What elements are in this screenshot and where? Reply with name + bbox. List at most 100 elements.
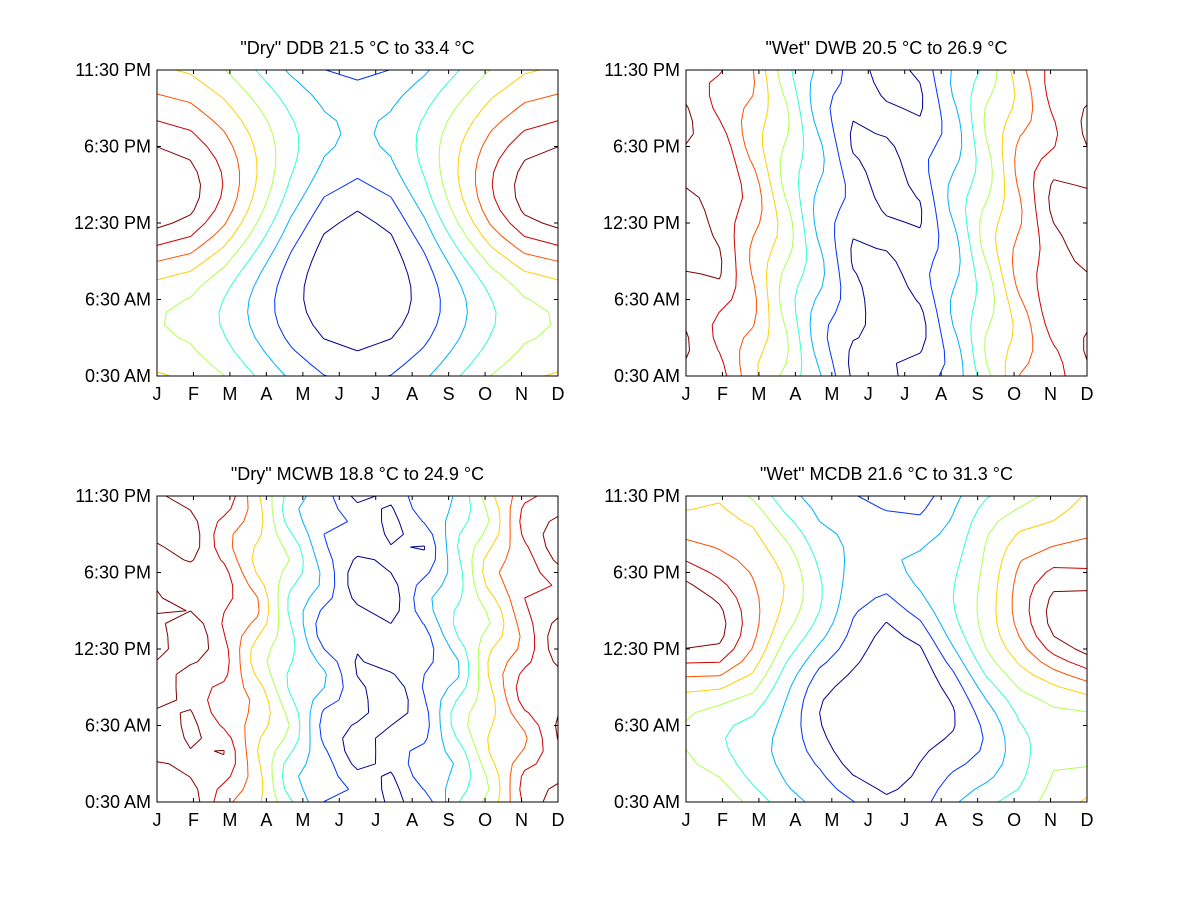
- x-tick-label: S: [443, 810, 455, 830]
- x-tick-label: N: [515, 810, 528, 830]
- contour-line-7: [739, 69, 1034, 377]
- y-tick-label: 11:30 PM: [75, 486, 151, 506]
- x-tick-label: A: [789, 384, 801, 404]
- x-tick-label: J: [371, 384, 380, 404]
- y-tick-label: 6:30 PM: [613, 563, 680, 583]
- x-tick-label: M: [222, 384, 237, 404]
- y-tick-label: 6:30 AM: [614, 716, 680, 736]
- contour-line-2: [800, 495, 984, 803]
- x-tick-label: J: [900, 810, 909, 830]
- plot-area: [156, 69, 559, 377]
- contour-line-7: [231, 495, 528, 803]
- chart-title: "Dry" MCWB 18.8 °C to 24.9 °C: [231, 464, 484, 484]
- x-tick-label: A: [260, 384, 272, 404]
- contour-line-5: [266, 495, 491, 803]
- y-tick-label: 11:30 PM: [604, 486, 680, 506]
- contour-line-1: [303, 210, 412, 352]
- x-tick-label: S: [443, 384, 455, 404]
- x-tick-label: J: [864, 384, 873, 404]
- x-tick-label: N: [1044, 384, 1057, 404]
- x-tick-label: O: [478, 384, 492, 404]
- plot-area: [156, 495, 559, 803]
- y-tick-label: 6:30 PM: [84, 563, 151, 583]
- x-tick-label: M: [751, 810, 766, 830]
- x-tick-label: A: [406, 384, 418, 404]
- y-tick-label: 12:30 PM: [603, 639, 680, 659]
- x-tick-label: D: [1081, 810, 1094, 830]
- contour-line-6: [250, 495, 505, 803]
- x-tick-label: J: [371, 810, 380, 830]
- x-tick-label: D: [552, 384, 565, 404]
- y-tick-label: 6:30 PM: [613, 137, 680, 157]
- x-tick-label: F: [717, 810, 728, 830]
- x-tick-label: J: [682, 810, 691, 830]
- x-tick-label: O: [478, 810, 492, 830]
- chart-title: "Dry" DDB 21.5 °C to 33.4 °C: [240, 38, 474, 58]
- panel-ddb: "Dry" DDB 21.5 °C to 33.4 °C J F M A M J J A S O N D…: [74, 38, 565, 404]
- contour-line-9: [156, 146, 559, 229]
- x-tick-label: A: [260, 810, 272, 830]
- y-tick-label: 0:30 AM: [614, 792, 680, 812]
- x-tick-label: N: [1044, 810, 1057, 830]
- x-tick-label: F: [188, 810, 199, 830]
- y-tick-label: 12:30 PM: [603, 213, 680, 233]
- contour-line-1: [847, 69, 927, 377]
- y-tick-label: 11:30 PM: [604, 60, 680, 80]
- y-tick-label: 0:30 AM: [614, 366, 680, 386]
- contour-line-8: [685, 560, 1088, 670]
- x-tick-label: D: [1081, 384, 1094, 404]
- plot-area: [685, 495, 1088, 803]
- x-tick-label: A: [789, 810, 801, 830]
- x-tick-label: J: [153, 810, 162, 830]
- x-tick-label: A: [935, 384, 947, 404]
- contour-line-3: [809, 69, 964, 377]
- panel-mcdb: "Wet" MCDB 21.6 °C to 31.3 °C J F M A M J J A S O N…: [603, 464, 1094, 830]
- y-tick-label: 6:30 PM: [84, 137, 151, 157]
- contour-line-9: [156, 495, 559, 803]
- y-tick-label: 12:30 PM: [74, 213, 151, 233]
- contour-line-5: [776, 69, 998, 377]
- x-tick-label: D: [552, 810, 565, 830]
- contour-line-6: [757, 69, 1016, 377]
- contour-line-3: [298, 495, 460, 803]
- x-tick-label: M: [295, 384, 310, 404]
- y-tick-label: 0:30 AM: [85, 366, 151, 386]
- y-tick-label: 12:30 PM: [74, 639, 151, 659]
- y-tick-label: 0:30 AM: [85, 792, 151, 812]
- contour-line-8: [708, 69, 1066, 377]
- y-tick-label: 6:30 AM: [85, 290, 151, 310]
- x-tick-label: J: [153, 384, 162, 404]
- contour-line-4: [724, 495, 1032, 803]
- x-tick-label: F: [188, 384, 199, 404]
- contour-line-4: [791, 69, 981, 377]
- x-tick-label: J: [864, 810, 873, 830]
- contour-line-3: [771, 495, 1006, 803]
- x-tick-label: A: [406, 810, 418, 830]
- x-tick-label: S: [972, 384, 984, 404]
- x-tick-label: O: [1007, 384, 1021, 404]
- x-tick-label: J: [900, 384, 909, 404]
- x-tick-label: J: [335, 810, 344, 830]
- contour-line-4: [218, 69, 497, 377]
- x-tick-label: A: [935, 810, 947, 830]
- contour-line-7: [685, 537, 1088, 682]
- contour-line-2: [826, 69, 946, 377]
- x-tick-label: F: [717, 384, 728, 404]
- contour-line-3: [247, 69, 468, 377]
- contour-line-5: [163, 69, 552, 377]
- contour-line-1: [342, 495, 426, 803]
- x-tick-label: M: [824, 384, 839, 404]
- plot-area: [685, 69, 1088, 377]
- contour-line-6: [685, 495, 1088, 803]
- contour-line-8: [156, 120, 559, 246]
- contour-line-2: [274, 69, 441, 377]
- x-tick-label: S: [972, 810, 984, 830]
- y-tick-label: 6:30 AM: [614, 290, 680, 310]
- contour-line-4: [281, 495, 472, 803]
- x-tick-label: N: [515, 384, 528, 404]
- chart-title: "Wet" MCDB 21.6 °C to 31.3 °C: [760, 464, 1013, 484]
- x-tick-label: J: [682, 384, 691, 404]
- contour-line-1: [819, 621, 956, 795]
- x-tick-label: O: [1007, 810, 1021, 830]
